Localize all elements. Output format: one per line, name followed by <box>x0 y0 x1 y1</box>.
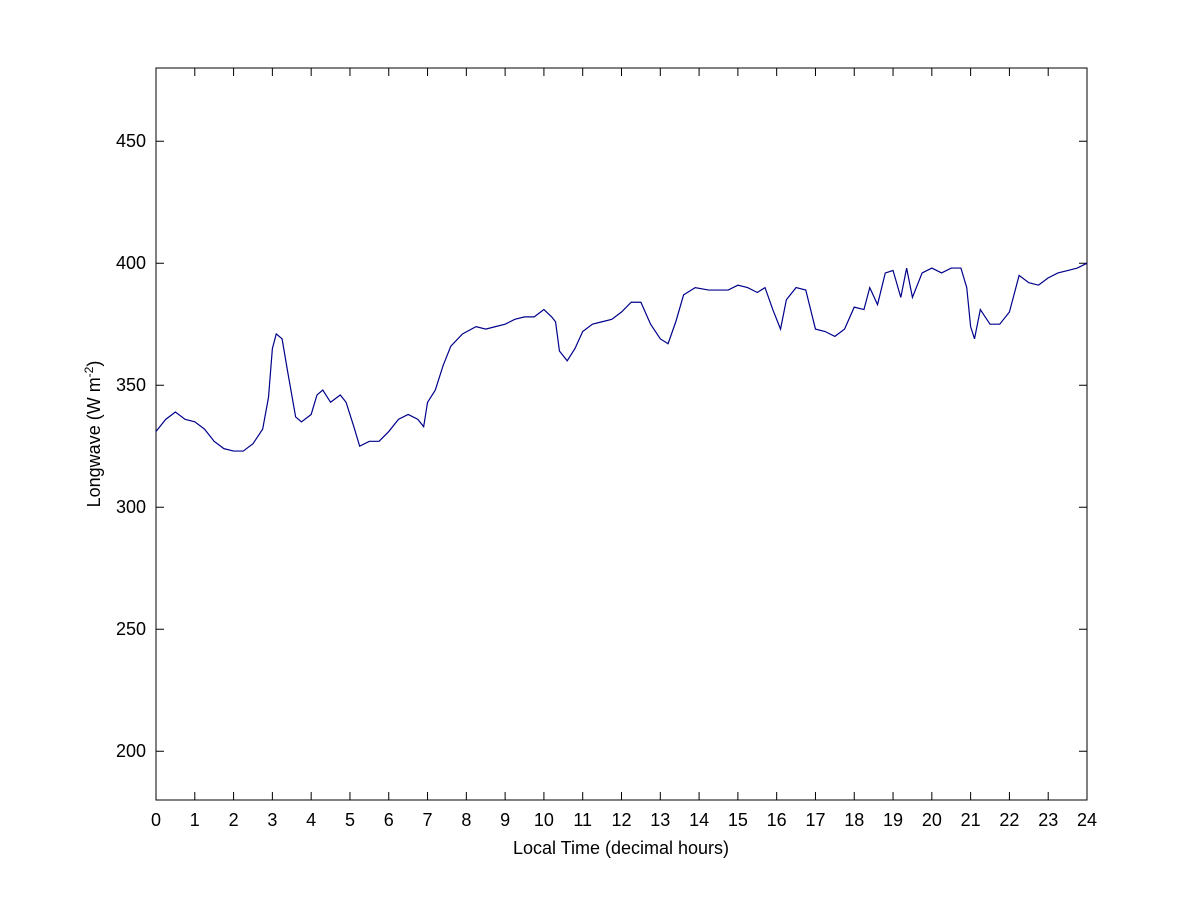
data-line <box>155 262 1088 452</box>
x-tick-label: 20 <box>922 810 942 830</box>
x-tick-label: 6 <box>384 810 394 830</box>
x-tick-label: 9 <box>500 810 510 830</box>
x-tick-label: 18 <box>844 810 864 830</box>
x-tick-label: 24 <box>1077 810 1097 830</box>
x-tick-label: 3 <box>267 810 277 830</box>
x-tick-label: 14 <box>689 810 709 830</box>
plot-area <box>155 67 1088 801</box>
y-tick-label: 450 <box>116 131 146 151</box>
y-tick-label: 300 <box>116 497 146 517</box>
y-label-superscript: -2 <box>82 366 96 377</box>
y-tick-label: 350 <box>116 375 146 395</box>
x-tick-label: 23 <box>1038 810 1058 830</box>
x-tick-label: 15 <box>728 810 748 830</box>
x-tick-label: 22 <box>999 810 1019 830</box>
y-tick-label: 200 <box>116 741 146 761</box>
y-tick-label: 400 <box>116 253 146 273</box>
y-label-suffix: ) <box>84 361 104 367</box>
x-tick-label: 12 <box>611 810 631 830</box>
x-tick-label: 19 <box>883 810 903 830</box>
x-tick-label: 16 <box>767 810 787 830</box>
x-tick-label: 10 <box>534 810 554 830</box>
x-tick-label: 0 <box>151 810 161 830</box>
y-tick-label: 250 <box>116 619 146 639</box>
x-tick-label: 1 <box>190 810 200 830</box>
x-axis-label: Local Time (decimal hours) <box>513 838 729 858</box>
x-tick-label: 21 <box>961 810 981 830</box>
x-tick-label: 11 <box>573 810 592 830</box>
x-tick-label: 13 <box>650 810 670 830</box>
x-tick-label: 4 <box>306 810 316 830</box>
x-tick-label: 8 <box>461 810 471 830</box>
y-axis-label: Longwave (W m-2) <box>82 361 104 508</box>
x-tick-label: 2 <box>229 810 239 830</box>
y-label-text: Longwave (W m <box>84 377 104 507</box>
x-tick-label: 17 <box>805 810 825 830</box>
x-tick-label: 7 <box>423 810 433 830</box>
x-tick-label: 5 <box>345 810 355 830</box>
